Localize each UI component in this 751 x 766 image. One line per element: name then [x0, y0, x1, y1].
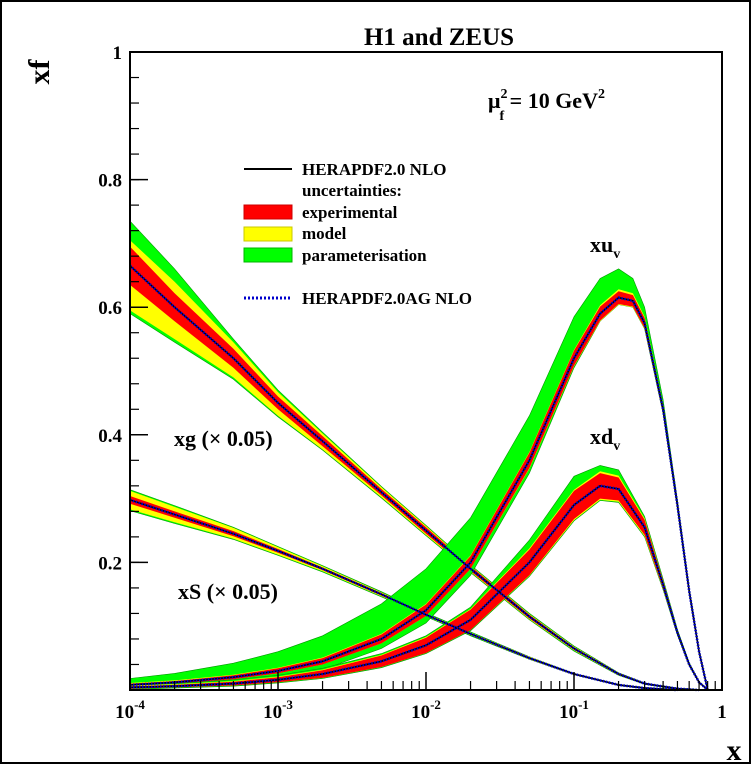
scale-sup2: 2	[598, 87, 605, 102]
chart-title: H1 and ZEUS	[364, 24, 514, 51]
legend-swatch-parameterisation	[243, 247, 293, 263]
series-label-xdv-base: xd	[590, 424, 613, 449]
y-tick-label: 1	[113, 43, 123, 64]
line-central-xu-v	[129, 296, 709, 691]
annotations: H1 and ZEUS xf x μ2 f = 10 GeV2 xg (× 0.0…	[23, 24, 742, 766]
series-label-xuv: xuv	[590, 232, 620, 262]
x-axis-title: x	[727, 734, 742, 766]
line-alternative-xd-v	[129, 484, 709, 691]
legend-swatch-experimental	[243, 204, 293, 220]
x-tick-label: 10-2	[411, 697, 441, 723]
legend-label-model: model	[302, 224, 347, 243]
legend-label-parameterisation: parameterisation	[302, 246, 427, 265]
legend-swatch-model	[243, 226, 293, 242]
series-label-xg-base: xg	[174, 426, 196, 451]
scale-annotation: μ2 f = 10 GeV2	[488, 87, 605, 124]
legend-label-experimental: experimental	[302, 203, 398, 222]
series-label-xdv-sub: v	[613, 439, 620, 454]
series-label-xs-base: xS	[178, 579, 201, 604]
x-tick-label: 10-3	[263, 697, 293, 723]
legend-central-label: HERAPDF2.0 NLO	[302, 160, 447, 179]
band-experimental-xd-v	[130, 473, 708, 690]
legend: HERAPDF2.0 NLO uncertainties: experiment…	[243, 160, 472, 308]
legend-heading: uncertainties:	[302, 181, 402, 200]
scale-sup: 2	[500, 87, 507, 102]
legend-alternative-label: HERAPDF2.0AG NLO	[302, 289, 472, 308]
line-alternative-xg-0-05	[129, 264, 700, 692]
series-label-xdv: xdv	[590, 424, 620, 454]
x-tick-label: 10-1	[559, 697, 589, 723]
x-tick-label: 10-4	[115, 697, 145, 723]
scale-rest: = 10 GeV	[504, 88, 598, 113]
x-tick-label: 1	[717, 702, 727, 723]
y-axis-title: xf	[23, 59, 56, 85]
y-tick-label: 0.6	[98, 298, 122, 319]
y-tick-label: 0.2	[98, 553, 122, 574]
series-label-xs-factor: (× 0.05)	[207, 579, 278, 604]
series-label-xs: xS (× 0.05)	[178, 579, 278, 604]
band-experimental-xs-0-05	[130, 496, 678, 690]
y-tick-label: 0.4	[98, 426, 122, 447]
y-tick-label: 0.8	[98, 171, 122, 192]
axes: 10-4 10-3 10-2 10-1 1 0.2 0.4 0.6 0.8 1	[98, 43, 727, 723]
series-label-xg: xg (× 0.05)	[174, 426, 273, 451]
series-label-xuv-sub: v	[613, 247, 620, 262]
band-model-xs-0-05	[130, 490, 678, 690]
series-label-xg-factor: (× 0.05)	[202, 426, 273, 451]
scale-sub: f	[499, 109, 504, 124]
series-label-xuv-base: xu	[590, 232, 613, 257]
scale-mu: μ	[488, 88, 501, 113]
